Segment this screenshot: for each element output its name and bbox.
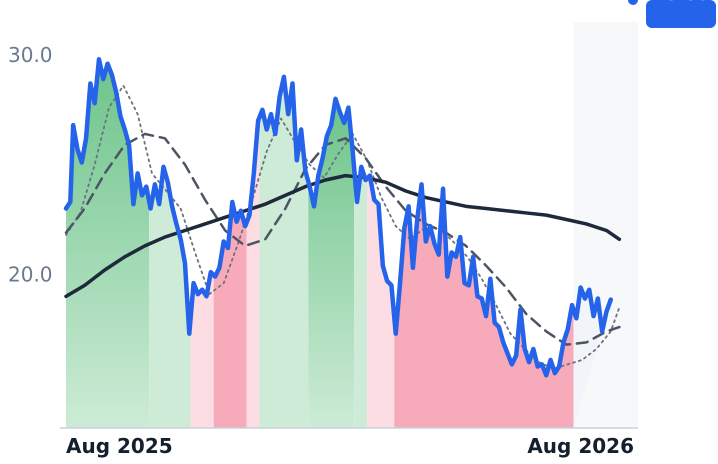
last-value-badge [646, 0, 716, 28]
regime-fill-6 [308, 98, 355, 428]
axes: 20.0 30.0 Aug 2025 Aug 2026 [8, 43, 638, 458]
regime-fill-10 [573, 287, 611, 428]
ma-long-line [64, 173, 622, 299]
regime-fill-1 [149, 166, 191, 428]
regime-fill-4 [246, 117, 260, 429]
last-value-group: 18.85 [628, 0, 716, 28]
y-tick-label: 30.0 [8, 43, 53, 67]
regime-fill-7 [354, 166, 368, 428]
x-tick-label: Aug 2025 [66, 434, 173, 458]
x-tick-label: Aug 2026 [527, 434, 634, 458]
last-value-label: 18.85 [653, 0, 710, 5]
regime-fill-2 [190, 272, 214, 428]
y-tick-label: 20.0 [8, 262, 53, 286]
ma-mid-line [64, 132, 621, 346]
regime-fill-8 [367, 175, 395, 428]
price-line [63, 57, 614, 378]
price-line-group [63, 57, 614, 378]
regime-fill-5 [259, 76, 309, 428]
last-value-dot [628, 0, 638, 5]
regime-fill-9 [394, 184, 574, 428]
